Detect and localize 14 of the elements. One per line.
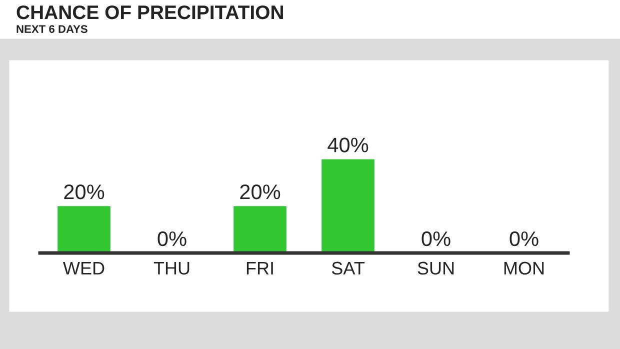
x-tick-label: WED — [63, 262, 104, 274]
x-tick-label: MON — [504, 262, 544, 275]
data-label: 0% — [510, 231, 538, 246]
x-tick-label: FRI — [246, 262, 273, 274]
data-label: 20% — [240, 184, 280, 200]
data-label: 20% — [64, 184, 104, 200]
chart-title: CHANCE OF PRECIPITATION — [16, 5, 283, 20]
data-label: 40% — [328, 138, 368, 152]
chart-subtitle: NEXT 6 DAYS — [16, 25, 88, 33]
x-tick-label: SAT — [332, 262, 364, 275]
data-label: 0% — [158, 231, 186, 246]
data-label: 0% — [422, 231, 450, 246]
x-tick-label: THU — [154, 262, 190, 275]
x-tick-label: SUN — [418, 262, 454, 275]
